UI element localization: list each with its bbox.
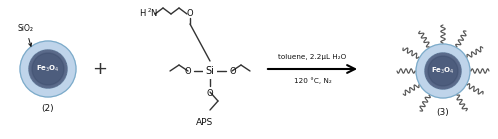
Text: N: N [150,9,156,18]
Text: O: O [229,66,236,75]
Text: (3): (3) [437,109,449,117]
Circle shape [428,56,458,86]
Text: SiO₂: SiO₂ [18,24,34,46]
Text: O: O [184,66,191,75]
Circle shape [32,53,64,85]
Text: Fe$_3$O$_4$: Fe$_3$O$_4$ [36,64,60,74]
Circle shape [425,53,461,89]
Text: H: H [139,9,146,18]
Text: toluene, 2.2μL H₂O: toluene, 2.2μL H₂O [278,54,347,60]
Text: 2: 2 [147,8,151,13]
Circle shape [20,41,76,97]
Text: (2): (2) [42,105,54,114]
Text: O: O [207,89,213,98]
Circle shape [416,44,470,98]
Circle shape [29,50,67,88]
Text: O: O [187,9,193,18]
Text: +: + [93,60,108,78]
Text: Fe$_3$O$_4$: Fe$_3$O$_4$ [431,66,455,76]
Text: 120 °C, N₂: 120 °C, N₂ [294,77,331,84]
Text: Si: Si [206,66,215,76]
Text: APS: APS [196,118,214,127]
